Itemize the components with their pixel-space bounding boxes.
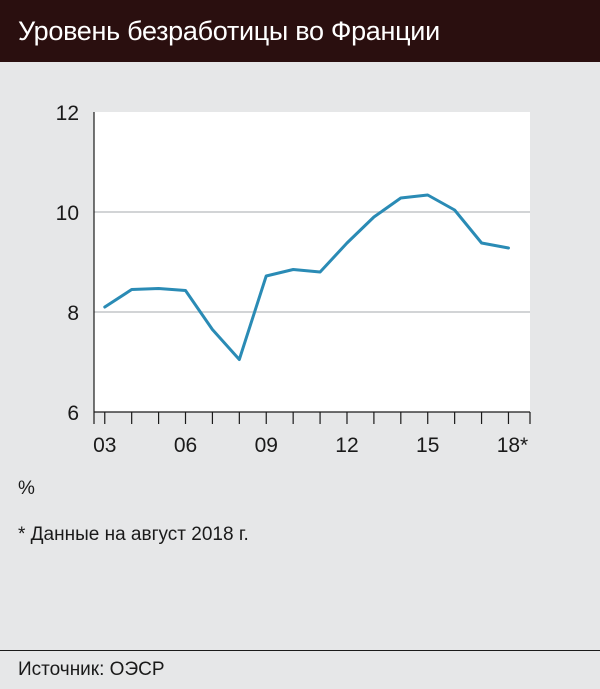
y-tick-label-12: 12: [56, 102, 79, 125]
footnote: * Данные на август 2018 г.: [18, 524, 249, 545]
line-chart: 6 8 10 12 03 06 09 12 15 18*: [56, 102, 531, 457]
plot-area: [94, 112, 530, 412]
x-tick-label-06: 06: [174, 434, 197, 457]
y-tick-label-6: 6: [67, 402, 79, 425]
y-tick-label-8: 8: [67, 302, 79, 325]
x-axis-ticks: 03 06 09 12 15 18*: [93, 412, 531, 457]
y-axis-tick-labels: 6 8 10 12: [56, 102, 79, 425]
unemployment-series-line: [103, 193, 510, 361]
x-tick-label-15: 15: [416, 434, 439, 457]
unit-label: %: [18, 478, 35, 499]
x-tick-label-09: 09: [255, 434, 278, 457]
x-tick-label-12: 12: [335, 434, 358, 457]
chart-title: Уровень безработицы во Франции: [18, 15, 440, 46]
source-label: Источник: ОЭСР: [18, 659, 165, 680]
chart-title-bar: Уровень безработицы во Франции: [0, 0, 600, 62]
x-tick-label-18*: 18*: [497, 434, 529, 457]
x-tick-label-03: 03: [93, 434, 116, 457]
source-footer: Источник: ОЭСР: [0, 650, 600, 681]
y-tick-label-10: 10: [56, 202, 79, 225]
